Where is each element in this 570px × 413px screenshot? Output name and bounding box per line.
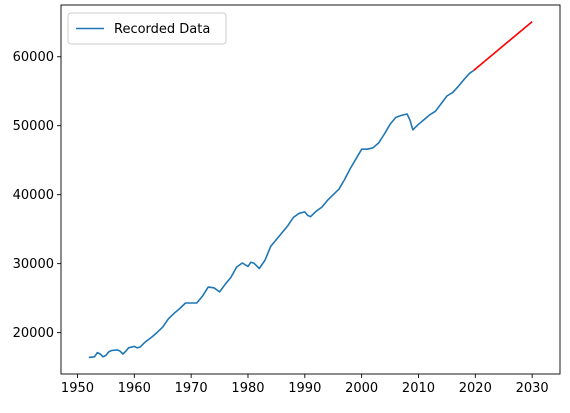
legend-box bbox=[67, 12, 227, 45]
axes-layer: 1950 1960 1970 1980 1990 2000 2010 2020 2030 2000… bbox=[13, 50, 549, 396]
series-line-recorded-data bbox=[88, 69, 475, 359]
y-tick-label: 50000 bbox=[13, 119, 54, 134]
series-line-projection bbox=[473, 20, 533, 72]
x-tick-label: 1990 bbox=[288, 381, 321, 396]
x-tick-label: 1980 bbox=[231, 381, 264, 396]
series-layer bbox=[88, 20, 533, 359]
x-tick-label: 1950 bbox=[61, 381, 94, 396]
x-tick-label: 2030 bbox=[516, 381, 549, 396]
x-tick-label: 1960 bbox=[118, 381, 151, 396]
legend-label: Recorded Data bbox=[114, 22, 210, 37]
y-tick-label: 60000 bbox=[13, 50, 54, 65]
legend: Recorded Data bbox=[67, 12, 227, 45]
x-tick-label: 2020 bbox=[459, 381, 492, 396]
x-tick-label: 2010 bbox=[402, 381, 435, 396]
y-tick-label: 40000 bbox=[13, 188, 54, 203]
plot-frame bbox=[60, 4, 561, 375]
x-tick-label: 2000 bbox=[345, 381, 378, 396]
y-tick-label: 20000 bbox=[13, 326, 54, 341]
x-tick-label: 1970 bbox=[175, 381, 208, 396]
y-tick-label: 30000 bbox=[13, 257, 54, 272]
